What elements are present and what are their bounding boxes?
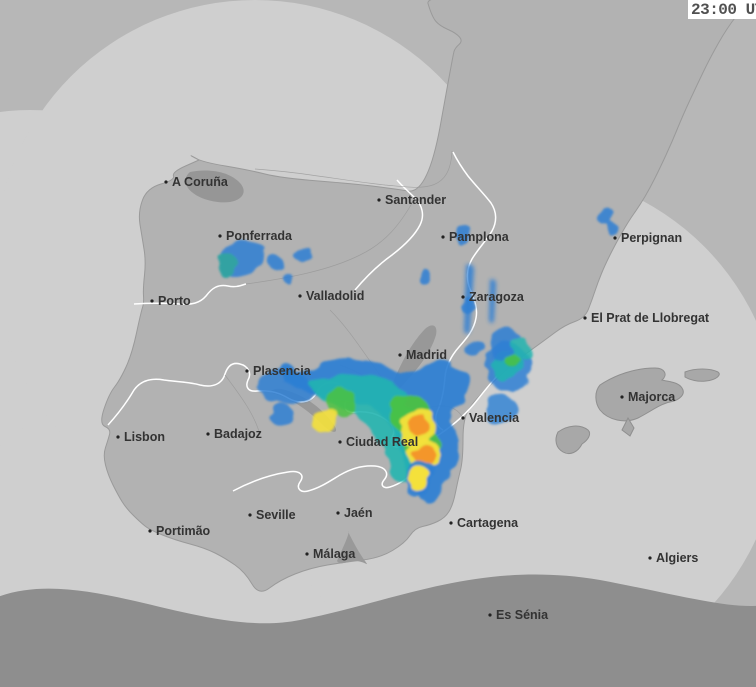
svg-text:A Coruña: A Coruña [172,175,229,189]
svg-text:Valencia: Valencia [469,411,520,425]
svg-text:Perpignan: Perpignan [621,231,682,245]
svg-text:Valladolid: Valladolid [306,289,364,303]
svg-text:Ciudad Real: Ciudad Real [346,435,418,449]
svg-text:Seville: Seville [256,508,296,522]
svg-text:Algiers: Algiers [656,551,698,565]
svg-text:Portimão: Portimão [156,524,211,538]
svg-text:Porto: Porto [158,294,191,308]
svg-text:Cartagena: Cartagena [457,516,519,530]
svg-text:Majorca: Majorca [628,390,676,404]
svg-text:Madrid: Madrid [406,348,447,362]
svg-text:Málaga: Málaga [313,547,356,561]
svg-text:Es Sénia: Es Sénia [496,608,549,622]
svg-text:Lisbon: Lisbon [124,430,165,444]
svg-text:Badajoz: Badajoz [214,427,262,441]
svg-text:El Prat de Llobregat: El Prat de Llobregat [591,311,710,325]
svg-text:Pamplona: Pamplona [449,230,510,244]
svg-text:Plasencia: Plasencia [253,364,312,378]
svg-text:Ponferrada: Ponferrada [226,229,293,243]
svg-text:Jaén: Jaén [344,506,373,520]
svg-text:Santander: Santander [385,193,446,207]
svg-text:Zaragoza: Zaragoza [469,290,525,304]
